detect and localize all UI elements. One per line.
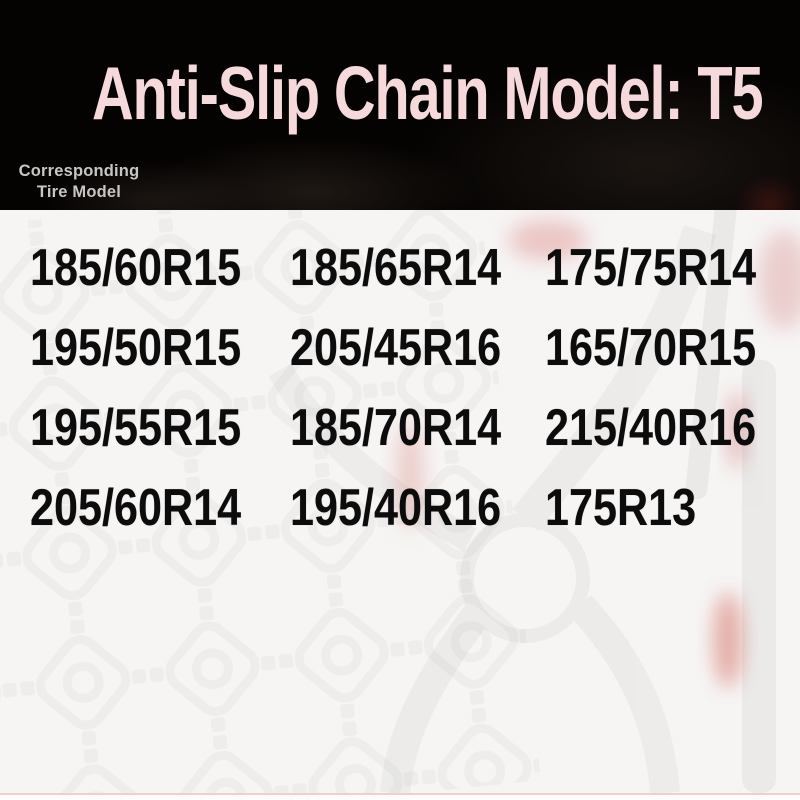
bottom-strip — [0, 795, 800, 800]
tire-size: 205/45R16 — [290, 319, 502, 377]
tire-size-panel: 185/60R15 185/65R14 175/75R14 195/50R15 … — [0, 210, 800, 793]
tire-size: 215/40R16 — [545, 399, 757, 457]
tire-size: 195/40R16 — [290, 479, 502, 537]
tire-model-caption: Corresponding Tire Model — [14, 160, 144, 202]
washed-photo-texture — [0, 210, 800, 793]
divider-line — [0, 793, 800, 795]
tire-size: 185/65R14 — [290, 239, 502, 297]
caption-line-1: Corresponding — [18, 161, 140, 180]
tire-size: 185/60R15 — [30, 239, 242, 297]
tire-size: 195/55R15 — [30, 399, 242, 457]
page-title: Anti-Slip Chain Model: T5 — [92, 51, 764, 135]
tire-size: 185/70R14 — [290, 399, 502, 457]
caption-line-2: Tire Model — [36, 182, 122, 201]
tire-size: 165/70R15 — [545, 319, 757, 377]
photo-dark-area: Anti-Slip Chain Model: T5 Corresponding … — [0, 0, 800, 210]
tire-size-grid: 185/60R15 185/65R14 175/75R14 195/50R15 … — [30, 228, 775, 548]
tire-size: 195/50R15 — [30, 319, 242, 377]
tire-size: 205/60R14 — [30, 479, 242, 537]
tire-size: 175R13 — [545, 479, 697, 537]
tire-size: 175/75R14 — [545, 239, 757, 297]
